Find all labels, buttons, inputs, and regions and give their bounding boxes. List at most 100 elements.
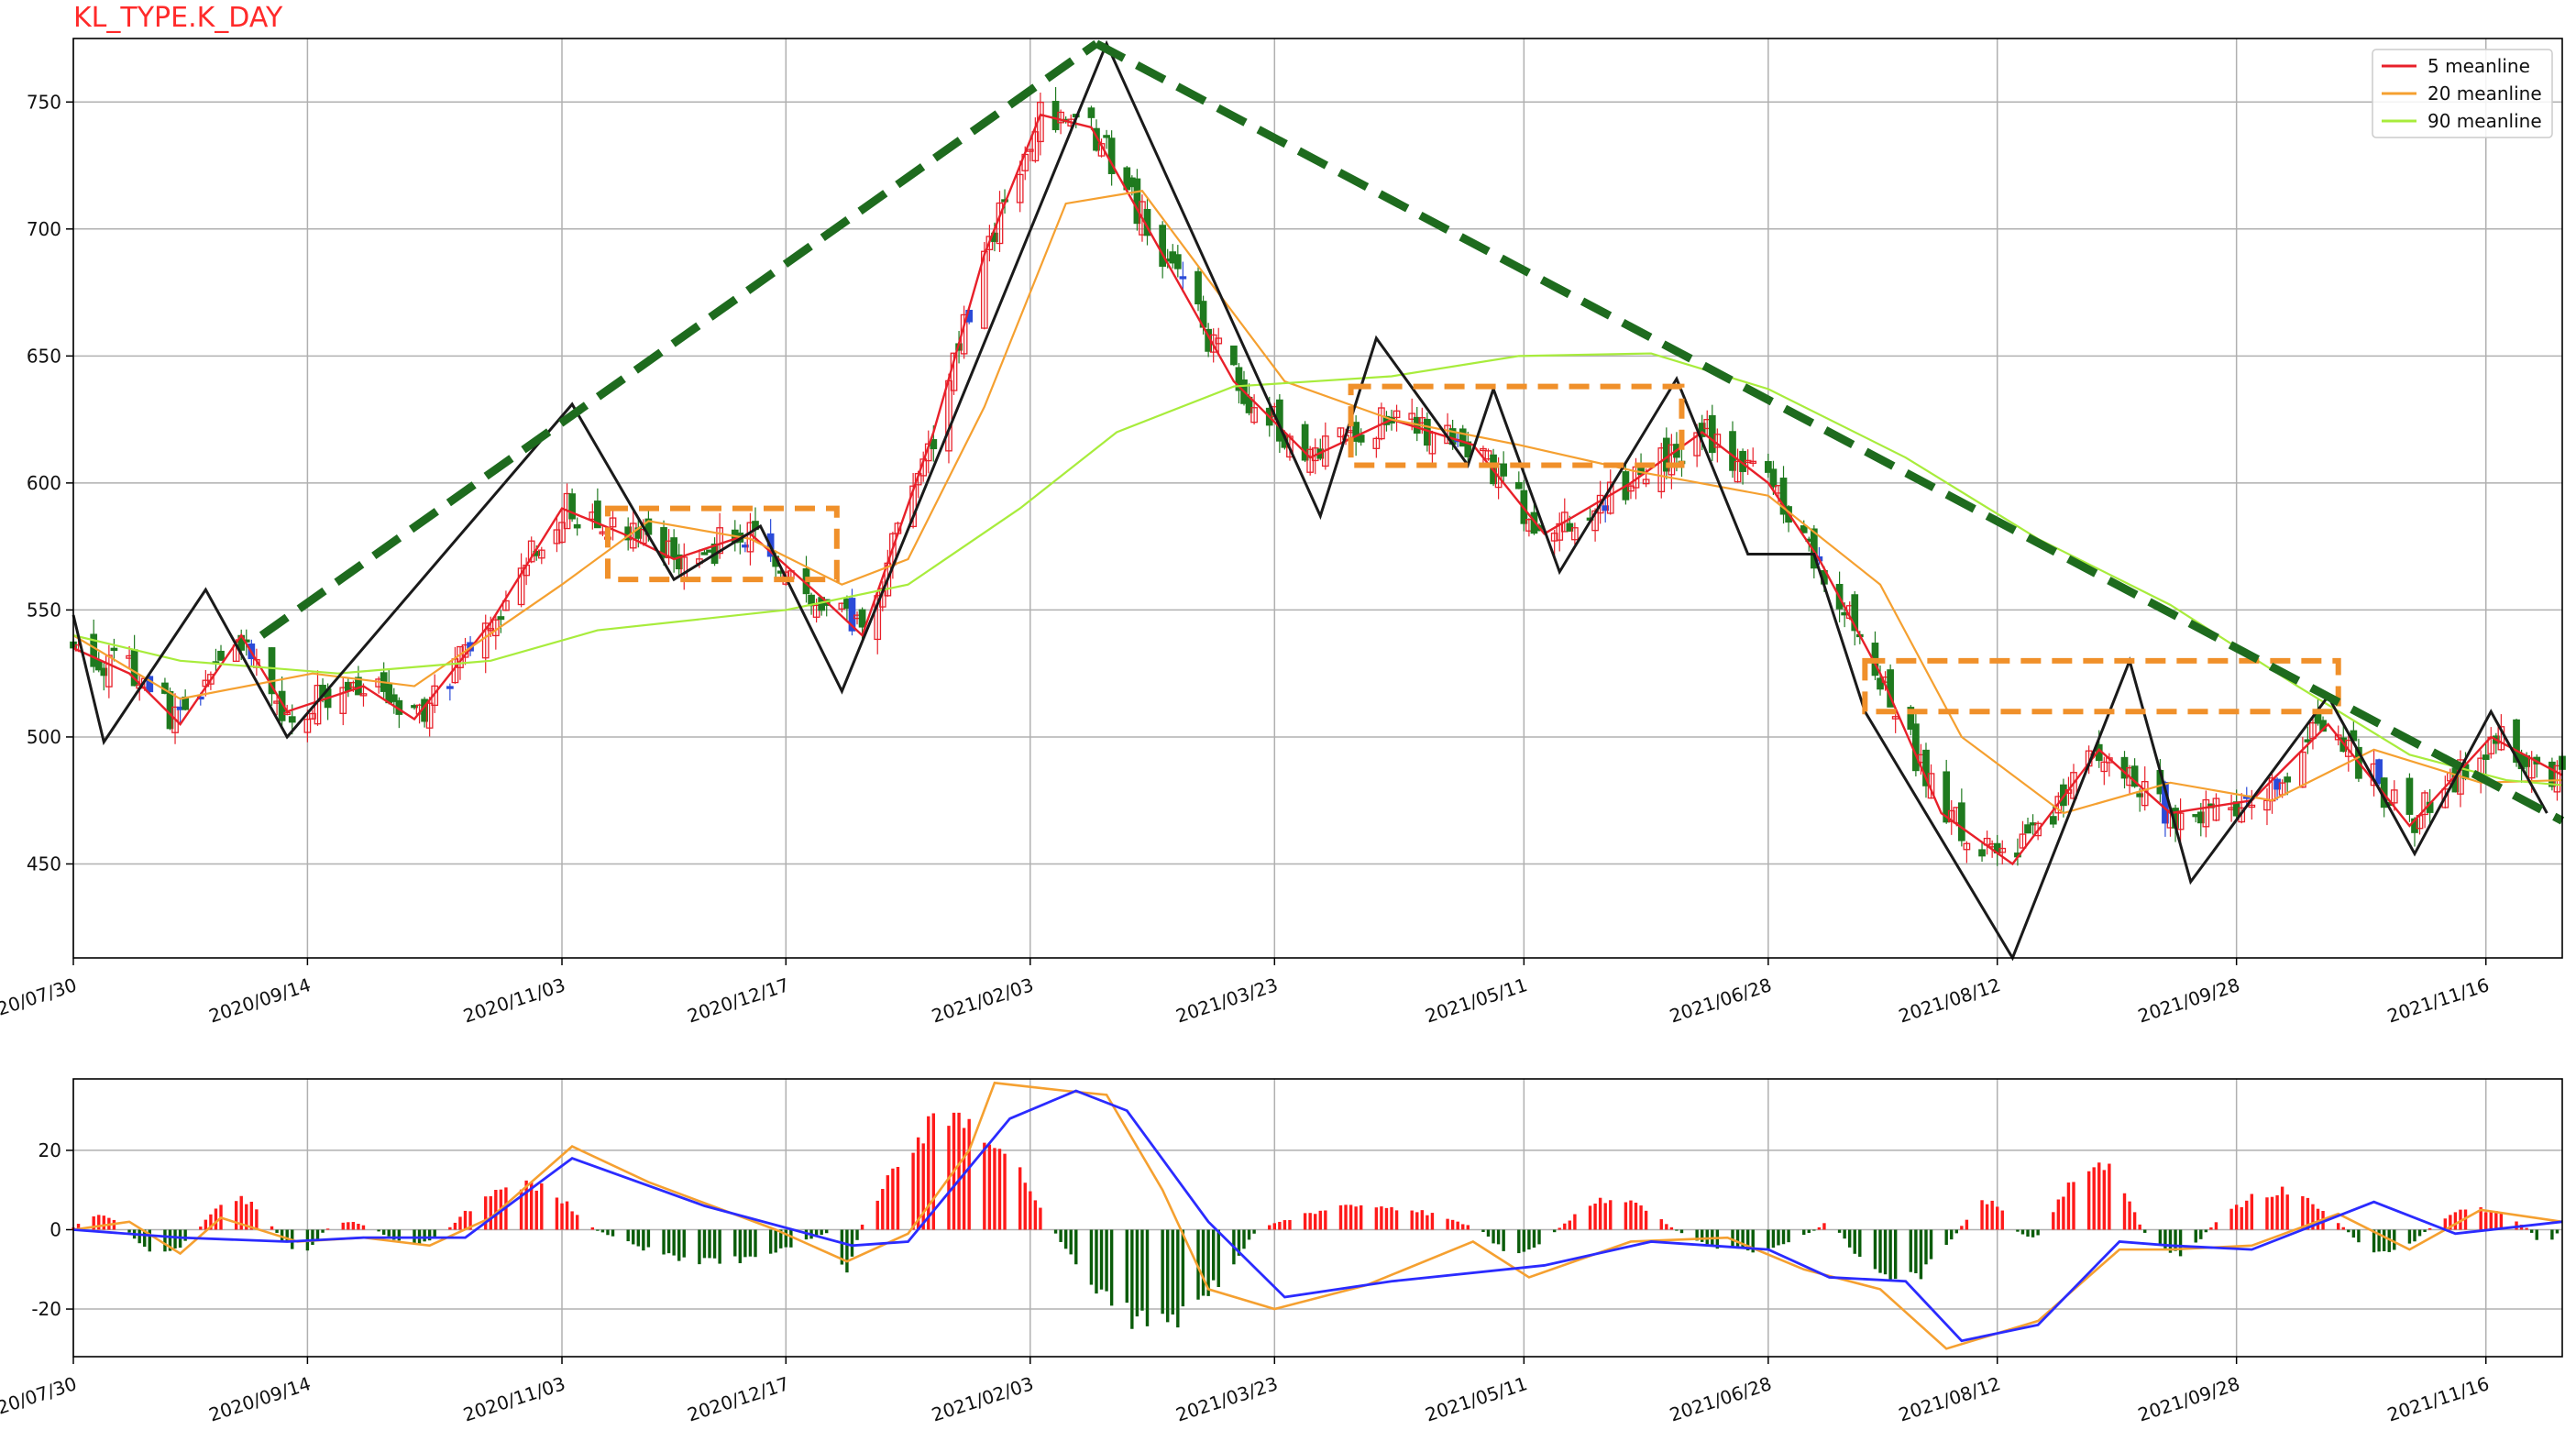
- candle-down: [1978, 849, 1986, 857]
- candle-up: [537, 549, 545, 559]
- price-x-tick-label: 2021/02/03: [929, 974, 1036, 1027]
- candle-up: [303, 719, 312, 733]
- candle-down: [1087, 107, 1095, 118]
- legend-box: [2372, 49, 2553, 138]
- range-box-1: [1348, 383, 1685, 468]
- candle-down: [1230, 345, 1238, 366]
- candle-up: [2212, 798, 2220, 821]
- candle-down: [594, 500, 601, 529]
- candle-up: [2100, 761, 2108, 773]
- candle-up: [517, 567, 525, 606]
- candle-up: [1031, 131, 1040, 162]
- candle-up: [309, 712, 316, 720]
- legend-label: 90 meanline: [2427, 110, 2542, 132]
- price-x-tick-label: 2020/11/03: [460, 974, 567, 1027]
- macd-plot-bg: [73, 1079, 2562, 1357]
- price-x-tick-label: 2021/11/16: [2384, 974, 2492, 1027]
- trend-line-0: [259, 39, 1099, 639]
- candle-down: [1922, 749, 1930, 786]
- candle-down: [1301, 424, 1309, 461]
- macd-x-tick-label: 2021/09/28: [2135, 1372, 2242, 1425]
- macd-y-tick-label: 0: [50, 1218, 61, 1240]
- candle-down: [1698, 423, 1706, 437]
- candle-down: [1769, 468, 1778, 488]
- candle-down: [497, 616, 505, 621]
- price-y-tick-label: 750: [27, 91, 61, 113]
- candle-down: [1173, 254, 1182, 270]
- candle-down: [1352, 422, 1360, 442]
- candle-up: [502, 600, 510, 611]
- candle-down: [2513, 719, 2520, 764]
- candle-up: [1749, 460, 1757, 464]
- candle-up: [1057, 111, 1064, 124]
- candle-down: [858, 609, 866, 628]
- price-y-tick-label: 600: [27, 472, 61, 494]
- price-y-tick-label: 650: [27, 345, 61, 367]
- candle-down: [848, 598, 856, 632]
- legend: 5 meanline 20 meanline 90 meanline: [2372, 49, 2553, 138]
- price-plot-bg: [73, 38, 2562, 958]
- price-y-tick-label: 500: [27, 726, 61, 748]
- candle-up: [2553, 764, 2561, 793]
- candle-up: [553, 529, 561, 544]
- price-plot-border: [72, 38, 2563, 959]
- price-x-tick-label: 2021/03/23: [1173, 974, 1281, 1027]
- candle-up: [1642, 478, 1650, 485]
- candle-down: [268, 647, 276, 695]
- candle-down: [2548, 761, 2556, 787]
- candle-down: [2482, 754, 2490, 760]
- price-axes: 2020/07/30 2020/09/14 2020/11/03 2020/12/17…: [0, 38, 2562, 1028]
- candle-up: [339, 687, 347, 714]
- candle-down: [2130, 765, 2139, 787]
- candle-up: [1215, 337, 1223, 345]
- candle-down: [700, 552, 709, 556]
- candle-down: [90, 633, 98, 667]
- price-y-tick-label: 450: [27, 852, 61, 874]
- candle-down: [1235, 367, 1243, 391]
- series-line-0: [72, 113, 2563, 866]
- macd-x-tick-label: 2021/11/16: [2384, 1372, 2492, 1425]
- candle-up: [359, 693, 368, 697]
- candle-down: [1851, 594, 1859, 632]
- candle-down: [1877, 677, 1884, 690]
- candle-down: [2273, 778, 2281, 790]
- chart-title: KL_TYPE.K_DAY: [73, 2, 283, 34]
- macd-dif-line: [72, 1081, 2563, 1350]
- candle-down: [742, 544, 749, 548]
- price-x-tick-label: 2020/12/17: [685, 974, 792, 1027]
- candle-down: [1765, 460, 1772, 473]
- candle-down: [660, 527, 667, 558]
- candle-up: [2441, 788, 2449, 808]
- candle-up: [716, 527, 723, 555]
- candle-up: [2390, 789, 2398, 804]
- candle-down: [2049, 816, 2057, 825]
- macd-x-tick-label: 2021/03/23: [1173, 1372, 1281, 1425]
- price-x-tick-label: 2020/09/14: [206, 974, 314, 1027]
- candle-up: [2176, 812, 2185, 830]
- candle-up: [2344, 739, 2352, 757]
- candle-down: [1957, 802, 1965, 842]
- candle-up: [1560, 512, 1569, 533]
- range-box-0: [604, 505, 840, 583]
- candle-down: [2024, 824, 2031, 834]
- candle-up: [2034, 822, 2042, 837]
- candle-down: [1103, 135, 1110, 138]
- macd-plot-border: [72, 1078, 2563, 1358]
- candle-down: [1514, 481, 1523, 490]
- candle-up: [1668, 444, 1676, 476]
- candle-down: [288, 716, 296, 723]
- candle-down: [1464, 441, 1472, 457]
- macd-x-tick-label: 2020/12/17: [685, 1372, 792, 1425]
- candle-down: [568, 493, 576, 520]
- candle-up: [1627, 485, 1635, 492]
- candle-up: [1571, 527, 1579, 541]
- candle-down: [2405, 777, 2414, 815]
- candle-down: [1800, 525, 1808, 534]
- candle-down: [670, 537, 678, 558]
- macd-x-tick-label: 2020/11/03: [460, 1372, 567, 1425]
- candle-up: [980, 250, 988, 329]
- candle-up: [1693, 432, 1701, 456]
- candle-up: [1393, 410, 1401, 419]
- candle-down: [2284, 776, 2292, 783]
